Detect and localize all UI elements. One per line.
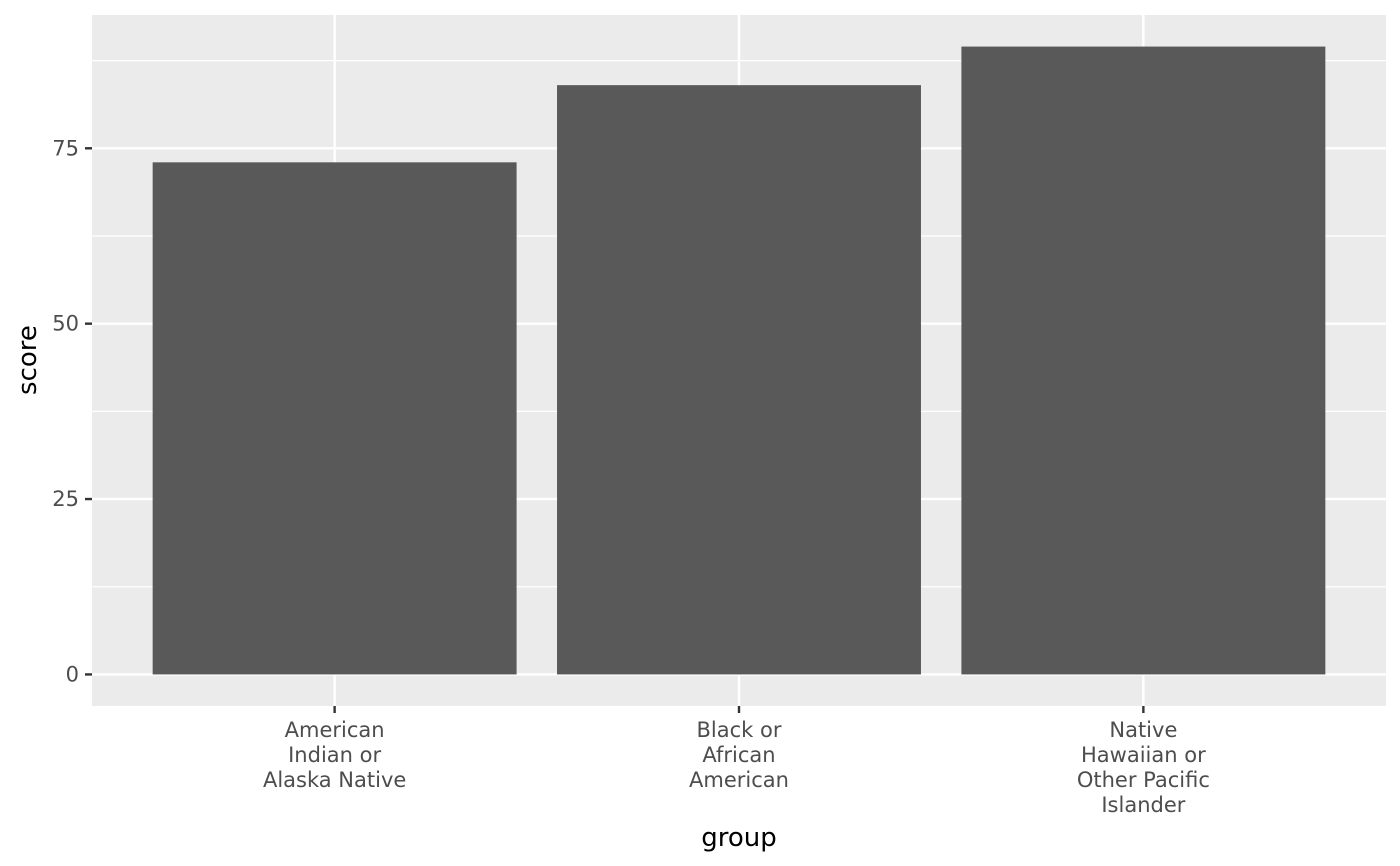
x-tick-label: Black or African American [689, 718, 789, 792]
x-tick-label: American Indian or Alaska Native [263, 718, 406, 792]
x-tick-label-line: Alaska Native [263, 768, 406, 792]
x-axis-title: group [701, 823, 777, 853]
x-tick-label-line: Indian or [288, 743, 381, 767]
bar [557, 85, 921, 675]
y-axis: 0 25 50 75 [52, 136, 92, 686]
y-tick-label: 0 [66, 662, 79, 686]
bars [152, 46, 1326, 675]
x-tick-label-line: Black or [697, 718, 782, 742]
x-tick-label-line: American [689, 768, 789, 792]
x-tick-label-line: Other Pacific [1077, 768, 1210, 792]
x-tick-label-line: American [285, 718, 385, 742]
y-tick-label: 75 [52, 136, 79, 160]
x-tick-label-line: Hawaiian or [1081, 743, 1206, 767]
x-tick-label-line: African [702, 743, 775, 767]
bar [961, 46, 1326, 675]
bar [152, 162, 517, 675]
x-tick-label-line: Islander [1101, 793, 1185, 817]
x-tick-label-line: Native [1109, 718, 1177, 742]
x-tick-label: Native Hawaiian or Other Pacific Islander [1077, 718, 1210, 817]
y-axis-title: score [13, 325, 43, 395]
y-tick-label: 50 [52, 312, 79, 336]
y-tick-label: 25 [52, 487, 79, 511]
